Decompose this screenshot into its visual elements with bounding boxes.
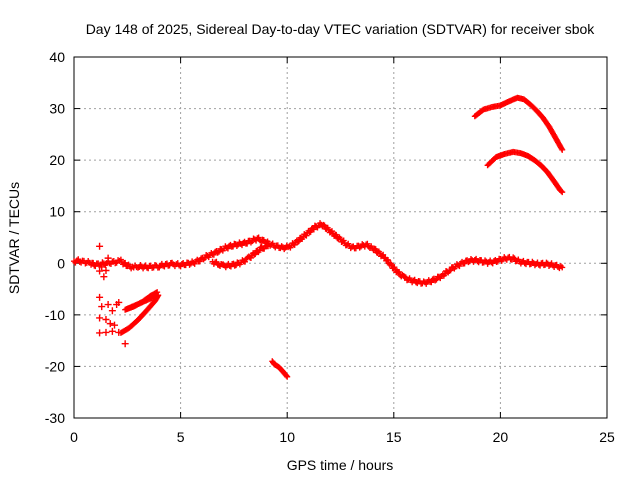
x-tick-label: 25 [599,429,615,445]
main-track-mark [260,237,267,244]
main-track-mark [428,279,435,286]
x-tick-label: 5 [177,429,185,445]
early-scatter-mark [111,321,119,329]
dip-track-mark [241,258,248,265]
main-track-mark [461,260,468,267]
early-scatter-mark [96,293,104,301]
x-tick-label: 0 [70,429,78,445]
main-track-mark [294,238,301,245]
isolated-descent-mark [284,373,291,380]
main-track-mark [465,259,472,266]
main-track-mark [482,257,489,264]
early-scatter-mark [115,328,123,336]
lower-arc-mark [558,188,565,195]
early-scatter-mark [96,329,104,337]
main-track-mark [385,257,392,264]
axis-ticks: 0 5 10 15 20 25 -30 -20 -10 0 10 20 30 40 [45,49,615,445]
y-tick-label: 10 [49,204,65,220]
early-scatter-mark [121,340,129,348]
main-track-mark [543,259,550,266]
data-marks [71,94,566,380]
y-tick-label: 40 [49,49,65,65]
main-track-mark [380,251,387,258]
y-tick-label: -20 [45,358,65,374]
early-scatter-mark [98,263,106,271]
early-scatter-mark [96,242,104,250]
main-track-mark [432,277,439,284]
early-scatter-mark [104,254,112,262]
main-track-mark [214,249,221,256]
lower-arc-mark [559,189,566,196]
main-track-mark [320,221,327,228]
early-scatter-mark [108,327,116,335]
main-track-mark [310,226,317,233]
main-track-mark [401,273,408,280]
main-track-mark [291,241,298,248]
main-track-mark [328,228,335,235]
early-scatter-mark [102,267,110,275]
y-tick-label: 20 [49,152,65,168]
main-track-mark [255,234,262,241]
main-track-mark [196,258,203,265]
main-track-mark [372,246,379,253]
y-tick-label: -10 [45,307,65,323]
early-scatter-mark [96,314,104,322]
main-track-mark [122,259,129,266]
y-axis-label: SDTVAR / TECUs [6,182,22,294]
grid [74,57,607,418]
plot-frame [73,56,608,419]
y-tick-label: 30 [49,101,65,117]
chart-title: Day 148 of 2025, Sidereal Day-to-day VTE… [86,21,596,37]
dip-track-mark [265,243,272,250]
main-track-mark [356,244,363,251]
main-track-mark [447,267,454,274]
x-axis-label: GPS time / hours [287,457,394,473]
early-scatter-mark [96,267,104,275]
early-scatter-mark [100,273,108,281]
early-scatter-mark [98,303,106,311]
dip-track-mark [247,254,254,261]
main-track-mark [303,232,310,239]
dip-track-mark [213,258,220,265]
main-track-mark [333,231,340,238]
early-scatter-mark [104,301,112,309]
main-track-mark [307,228,314,235]
main-track-mark [278,243,285,250]
x-tick-label: 15 [386,429,402,445]
main-track-mark [396,268,403,275]
y-tick-label: 0 [57,255,65,271]
x-tick-label: 10 [279,429,295,445]
main-track-mark [364,240,371,247]
left-descent-mark [152,289,159,296]
main-track-mark [510,254,517,261]
early-scatter-mark [102,328,110,336]
early-scatter-mark [106,320,114,328]
upper-arc-mark [559,146,566,153]
y-tick-label: -30 [45,410,65,426]
main-track-mark [321,222,328,229]
early-scatter-mark [113,301,121,309]
x-tick-label: 20 [493,429,509,445]
isolated-descent-mark [283,372,290,379]
left-descent-mark [154,289,161,296]
dip-track-mark [252,251,259,258]
upper-arc-mark [558,145,565,152]
main-track-mark [295,238,302,245]
dip-track-mark [256,247,263,254]
main-track-mark [210,251,217,258]
early-scatter-mark [102,315,110,323]
main-track-mark [559,264,566,271]
main-track-mark [186,261,193,268]
early-scatter-mark [108,307,116,315]
